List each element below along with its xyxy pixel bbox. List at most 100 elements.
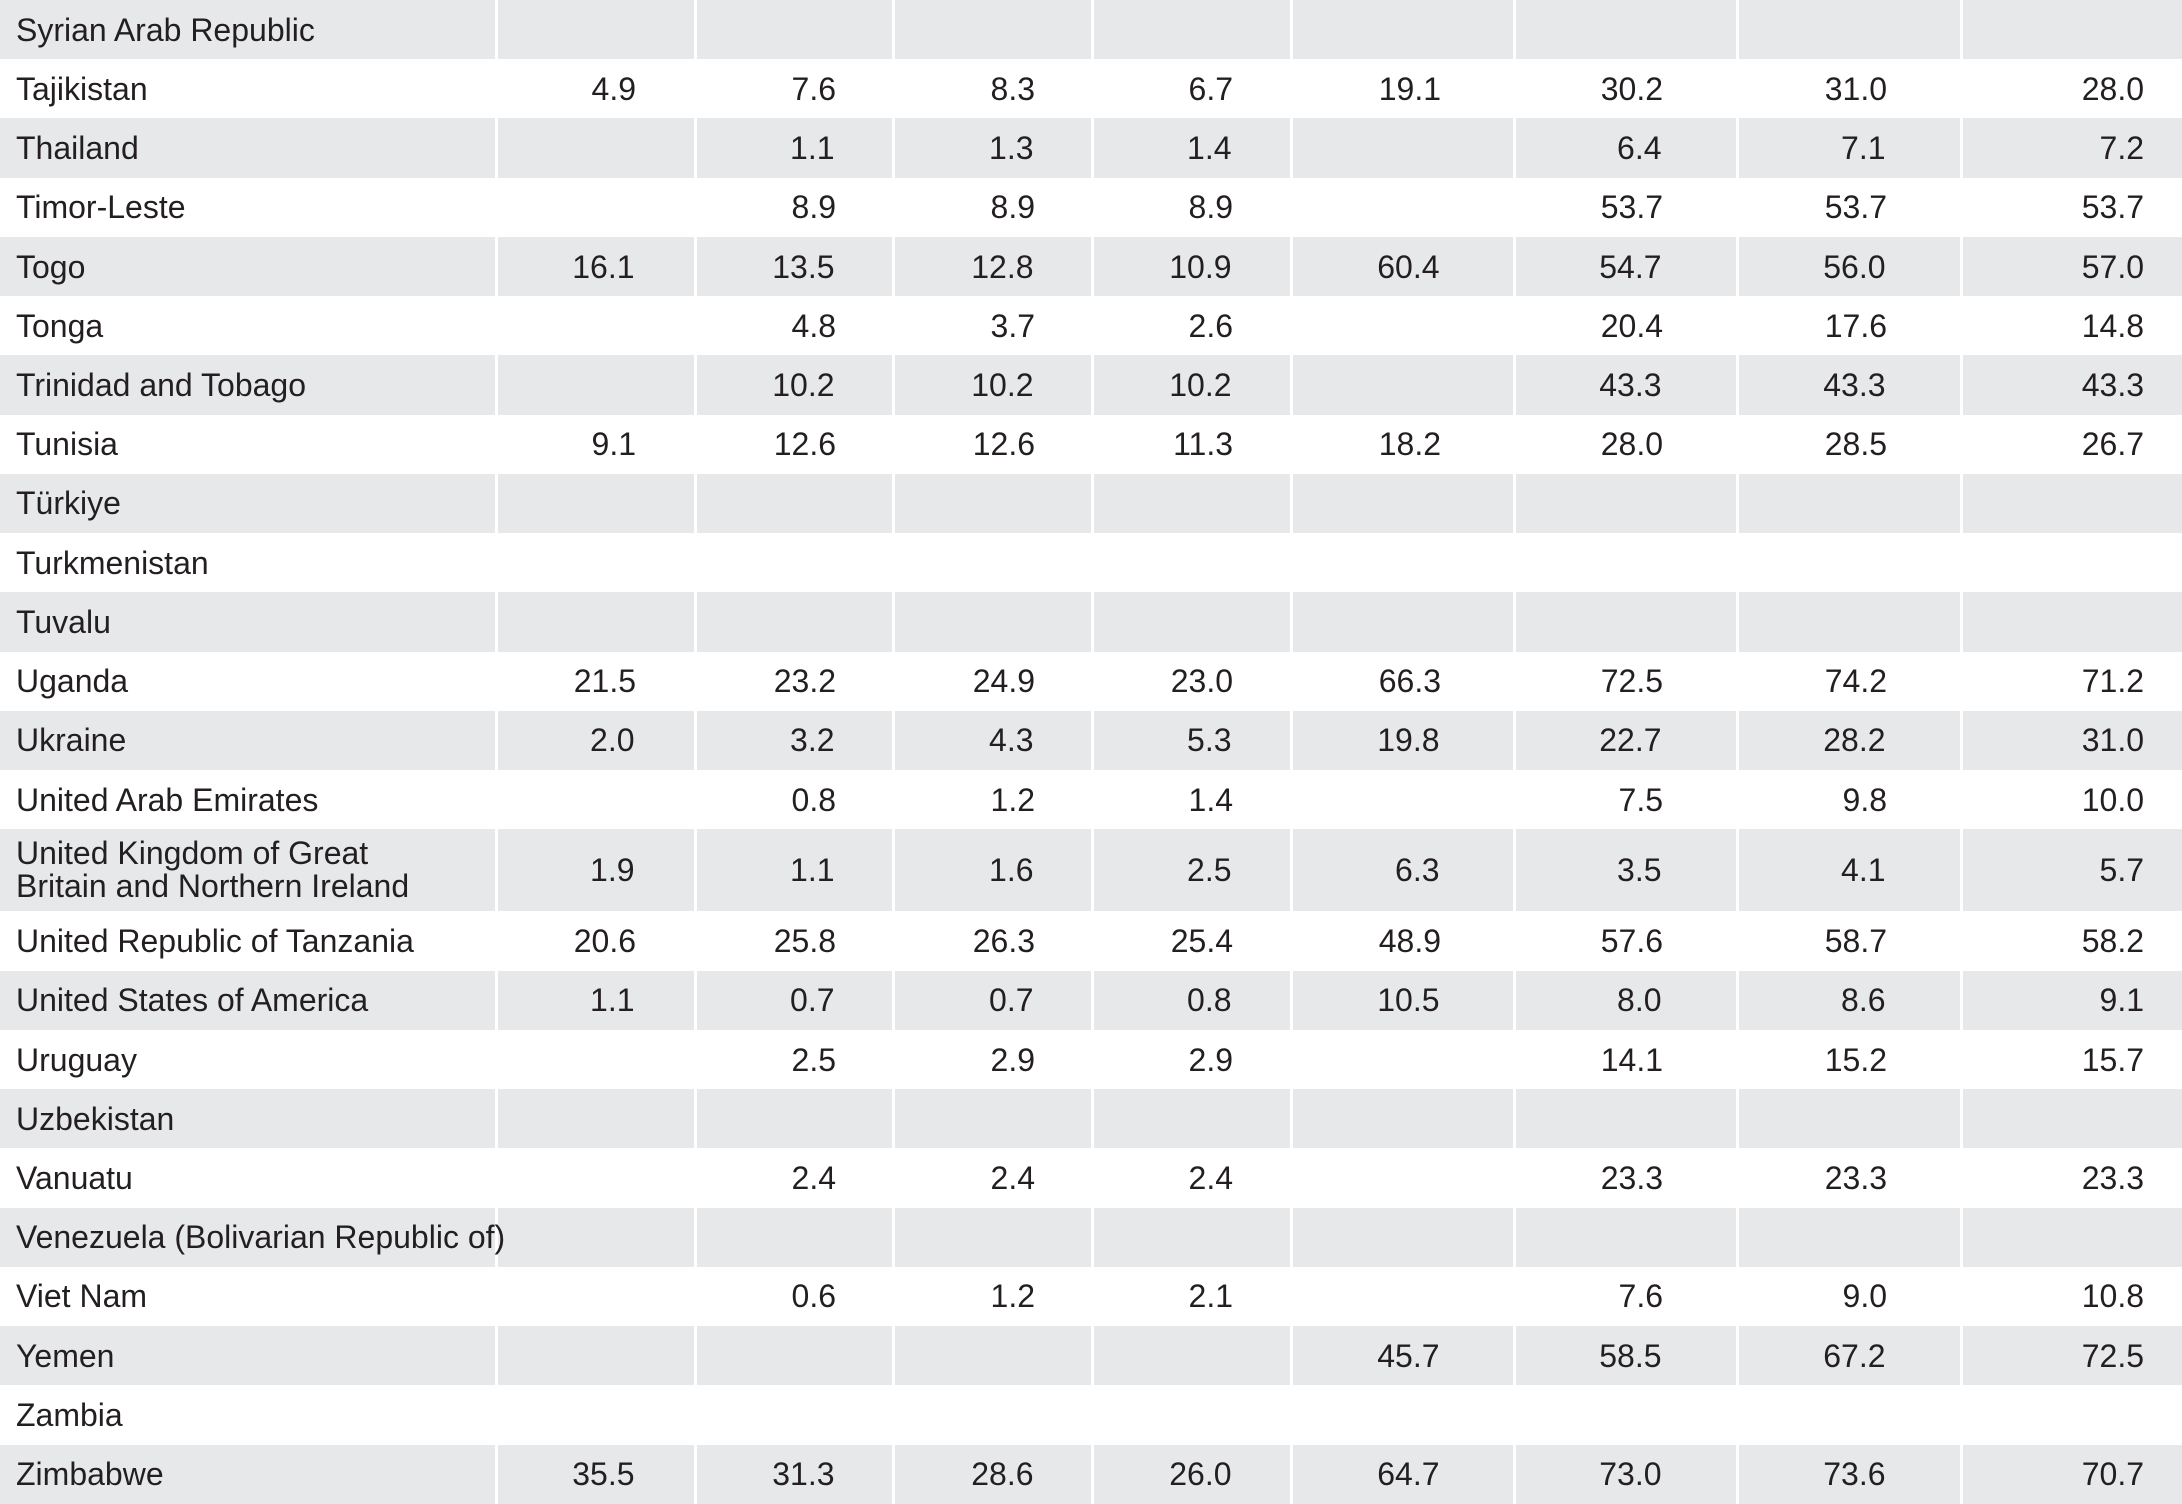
value-cell: 23.3 (1514, 1148, 1737, 1208)
value-cell (891, 1089, 1092, 1149)
value-cell: 21.5 (496, 651, 695, 711)
country-name-cell: Syrian Arab Republic (0, 0, 496, 60)
table-row: Tajikistan 4.9 7.6 8.3 6.7 19.1 30.2 31.0 28.0 (0, 59, 2182, 119)
value-cell: 2.1 (1092, 1266, 1291, 1327)
value-cell (1090, 1207, 1291, 1267)
value-cell: 1.6 (891, 829, 1092, 912)
value-cell: 23.0 (1092, 651, 1291, 711)
table-row: Uzbekistan (0, 1089, 2182, 1149)
value-cell: 43.3 (1959, 355, 2182, 415)
value-cell (496, 1266, 695, 1327)
country-name-cell: Tajikistan (0, 59, 496, 119)
country-name-cell: Togo (0, 236, 496, 297)
value-cell (891, 592, 1092, 652)
value-cell: 8.6 (1735, 970, 1961, 1030)
value-cell: 13.5 (693, 236, 893, 297)
value-cell (1289, 473, 1514, 534)
value-cell (693, 1089, 893, 1149)
country-name-cell: Zimbabwe (0, 1444, 496, 1504)
value-cell: 22.7 (1512, 710, 1737, 771)
value-cell: 1.4 (1092, 770, 1291, 830)
table-row: United Republic of Tanzania 20.6 25.8 26.3 2… (0, 911, 2182, 971)
value-cell (1291, 1148, 1514, 1208)
value-cell (1289, 1089, 1514, 1149)
value-cell: 15.2 (1737, 1029, 1961, 1090)
value-cell (1959, 473, 2182, 534)
value-cell (496, 296, 695, 356)
value-cell (1289, 1207, 1514, 1267)
value-cell (1735, 1089, 1961, 1149)
value-cell (1514, 1385, 1737, 1445)
table-row: Syrian Arab Republic (0, 0, 2182, 60)
value-cell (1289, 0, 1514, 60)
value-cell (1090, 1089, 1291, 1149)
table-row: Timor-Leste 8.9 8.9 8.9 53.7 53.7 53.7 (0, 177, 2182, 237)
value-cell: 10.9 (1090, 236, 1291, 297)
value-cell: 4.9 (496, 59, 695, 119)
value-cell (693, 1326, 893, 1386)
value-cell: 17.6 (1737, 296, 1961, 356)
value-cell: 2.0 (494, 710, 695, 771)
value-cell: 25.4 (1092, 911, 1291, 971)
value-cell (1959, 0, 2182, 60)
country-name-cell: Yemen (0, 1326, 496, 1386)
country-name-cell: Uzbekistan (0, 1089, 496, 1149)
value-cell: 2.5 (1090, 829, 1291, 912)
value-cell: 4.1 (1735, 829, 1961, 912)
value-cell: 0.7 (693, 970, 893, 1030)
value-cell: 0.7 (891, 970, 1092, 1030)
table-row: Zambia (0, 1385, 2182, 1445)
value-cell (1959, 592, 2182, 652)
value-cell (693, 592, 893, 652)
value-cell: 31.3 (693, 1444, 893, 1504)
value-cell: 6.7 (1092, 59, 1291, 119)
value-cell: 28.0 (1961, 59, 2182, 119)
value-cell (1512, 592, 1737, 652)
value-cell: 4.3 (891, 710, 1092, 771)
value-cell (1291, 177, 1514, 237)
value-cell: 58.5 (1512, 1326, 1737, 1386)
value-cell: 25.8 (695, 911, 893, 971)
value-cell (494, 1207, 695, 1267)
value-cell: 26.7 (1961, 414, 2182, 474)
country-name-cell: Thailand (0, 118, 496, 178)
value-cell (891, 0, 1092, 60)
table-row: Uruguay 2.5 2.9 2.9 14.1 15.2 15.7 (0, 1029, 2182, 1090)
value-cell (893, 1385, 1092, 1445)
value-cell (494, 1326, 695, 1386)
value-cell (1735, 473, 1961, 534)
value-cell: 28.5 (1737, 414, 1961, 474)
value-cell (1291, 1029, 1514, 1090)
value-cell: 3.2 (693, 710, 893, 771)
value-cell: 9.1 (496, 414, 695, 474)
value-cell: 5.3 (1090, 710, 1291, 771)
value-cell (496, 770, 695, 830)
value-cell: 7.5 (1514, 770, 1737, 830)
table-row: Venezuela (Bolivarian Republic of) (0, 1207, 2182, 1267)
value-cell (693, 1207, 893, 1267)
country-name-cell: Vanuatu (0, 1148, 496, 1208)
value-cell (1289, 118, 1514, 178)
value-cell: 57.0 (1959, 236, 2182, 297)
value-cell: 9.0 (1737, 1266, 1961, 1327)
value-cell (1512, 473, 1737, 534)
value-cell (693, 473, 893, 534)
value-cell: 20.6 (496, 911, 695, 971)
value-cell: 2.4 (695, 1148, 893, 1208)
value-cell: 45.7 (1289, 1326, 1514, 1386)
value-cell (496, 533, 695, 593)
value-cell: 24.9 (893, 651, 1092, 711)
value-cell: 28.6 (891, 1444, 1092, 1504)
value-cell: 26.0 (1090, 1444, 1291, 1504)
value-cell (1961, 533, 2182, 593)
value-cell (496, 1385, 695, 1445)
value-cell: 9.1 (1959, 970, 2182, 1030)
country-name-cell: United Republic of Tanzania (0, 911, 496, 971)
value-cell: 23.2 (695, 651, 893, 711)
value-cell: 1.2 (893, 1266, 1092, 1327)
value-cell: 1.4 (1090, 118, 1291, 178)
value-cell: 72.5 (1959, 1326, 2182, 1386)
value-cell: 5.7 (1959, 829, 2182, 912)
